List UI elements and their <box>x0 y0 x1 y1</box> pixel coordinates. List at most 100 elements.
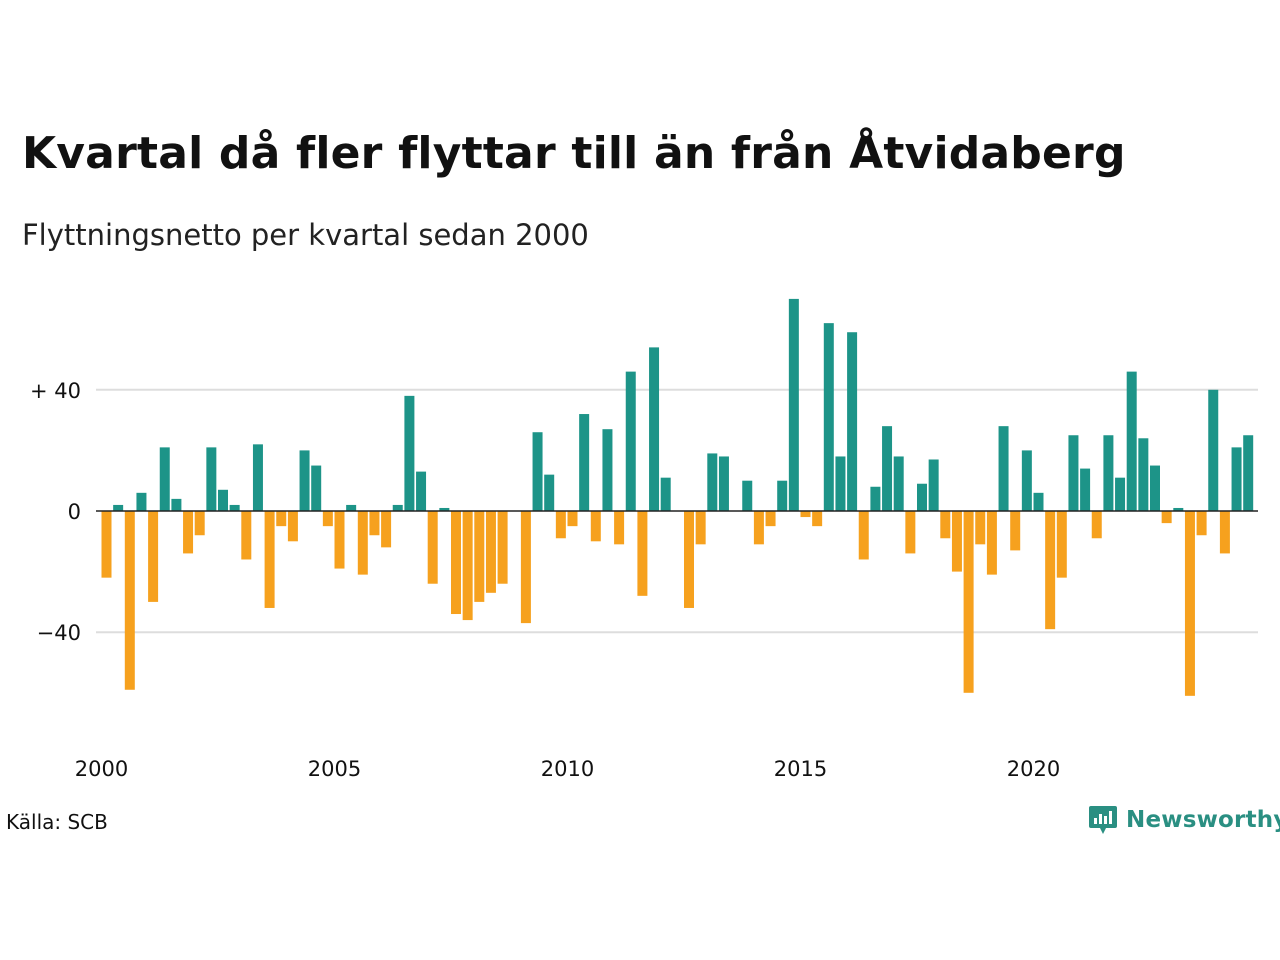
bar-positive: 2016 K1: 59 <box>847 332 858 511</box>
y-tick-label: + 40 <box>30 379 81 403</box>
bar-positive: 2013 K2: 18 <box>718 456 729 511</box>
bar-negative: 2003 K1: -16 <box>241 511 252 560</box>
x-tick-label: 2015 <box>774 757 827 781</box>
bar-negative: 2020 K2: -39 <box>1045 511 1056 630</box>
bar-negative: 2019 K3: -13 <box>1010 511 1021 551</box>
bar-layer: 2000 K1: -222000 K2: 22000 K3: -592000 K… <box>101 298 1254 696</box>
y-tick-label: 0 <box>68 500 81 524</box>
bar-negative: 2000 K1: -22 <box>101 511 112 578</box>
bar-negative: 2024 K1: -14 <box>1219 511 1230 554</box>
grid-layer <box>96 388 1258 634</box>
bar-negative: 2005 K4: -8 <box>369 511 380 536</box>
bar-positive: 2011 K2: 46 <box>625 371 636 511</box>
bar-negative: 2009 K1: -37 <box>520 511 531 624</box>
bar-positive: 2017 K4: 17 <box>928 459 939 511</box>
bar-negative: 2018 K1: -9 <box>940 511 951 539</box>
bar-positive: 2002 K2: 21 <box>206 447 217 511</box>
bar-positive: 2017 K1: 18 <box>893 456 904 511</box>
bar-positive: 2023 K1: 1 <box>1173 507 1184 511</box>
bar-positive: 2013 K1: 19 <box>707 453 718 511</box>
bar-negative: 2015 K2: -5 <box>812 511 823 527</box>
source-note: Källa: SCB <box>6 810 108 834</box>
bar-positive: 2020 K1: 6 <box>1033 492 1044 511</box>
bar-negative: 2010 K1: -5 <box>567 511 578 527</box>
bar-positive: 2002 K3: 7 <box>218 489 228 511</box>
bar-positive: 2019 K2: 28 <box>998 426 1009 511</box>
bar-positive: 2006 K2: 2 <box>392 504 403 511</box>
bar-negative: 2001 K4: -14 <box>183 511 194 554</box>
bar-positive: 2023 K4: 40 <box>1208 389 1219 511</box>
bar-negative: 2004 K1: -10 <box>287 511 298 542</box>
x-tick-label: 2010 <box>541 757 594 781</box>
x-tick-label: 2005 <box>308 757 361 781</box>
bar-positive: 2015 K4: 18 <box>835 456 846 511</box>
bar-positive: 2022 K1: 46 <box>1126 371 1137 511</box>
bar-negative: 2006 K1: -12 <box>381 511 392 548</box>
bar-negative: 2019 K1: -21 <box>986 511 997 575</box>
bar-positive: 2015 K3: 62 <box>823 323 834 511</box>
bar-positive: 2006 K3: 38 <box>404 395 415 511</box>
bar-positive: 2001 K3: 4 <box>171 498 182 511</box>
bar-negative: 2023 K2: -61 <box>1184 511 1195 696</box>
bar-positive: 2016 K3: 8 <box>870 486 881 511</box>
bar-negative: 2020 K3: -22 <box>1056 511 1067 578</box>
bar-negative: 2009 K4: -9 <box>555 511 566 539</box>
bar-negative: 2008 K3: -24 <box>497 511 508 584</box>
bar-negative: 2018 K4: -11 <box>975 511 986 545</box>
bar-positive: 2022 K3: 15 <box>1150 465 1160 511</box>
bar-negative: 2003 K4: -5 <box>276 511 287 527</box>
chart-subtitle: Flyttningsnetto per kvartal sedan 2000 <box>22 218 589 252</box>
bar-negative: 2022 K4: -4 <box>1161 511 1172 524</box>
bar-negative: 2021 K2: -9 <box>1091 511 1102 539</box>
bar-negative: 2015 K1: -2 <box>800 511 811 518</box>
bar-negative: 2005 K3: -21 <box>357 511 368 575</box>
bar-positive: 2024 K2: 21 <box>1231 447 1242 511</box>
bar-negative: 2002 K1: -8 <box>194 511 205 536</box>
bar-negative: 2011 K1: -11 <box>614 511 625 545</box>
bar-negative: 2016 K2: -16 <box>858 511 869 560</box>
bar-positive: 2020 K4: 25 <box>1068 435 1079 511</box>
bar-positive: 2009 K2: 26 <box>532 432 543 511</box>
bar-positive: 2014 K4: 70 <box>788 298 799 511</box>
bar-positive: 2021 K4: 11 <box>1115 477 1126 511</box>
bar-positive: 2022 K2: 24 <box>1138 438 1149 511</box>
bar-positive: 2000 K2: 2 <box>113 504 124 511</box>
bar-negative: 2011 K3: -28 <box>637 511 648 596</box>
bar-positive: 2007 K2: 1 <box>439 507 450 511</box>
bar-positive: 2017 K3: 9 <box>917 483 927 511</box>
bar-positive: 2004 K2: 20 <box>299 450 310 511</box>
bar-positive: 2006 K4: 13 <box>416 471 427 511</box>
bar-negative: 2014 K1: -11 <box>753 511 764 545</box>
brand-logo[interactable]: Newsworthy <box>1088 804 1280 836</box>
bar-positive: 2012 K1: 11 <box>660 477 671 511</box>
bar-negative: 2007 K4: -36 <box>462 511 473 621</box>
bar-positive: 2024 K3: 25 <box>1243 435 1254 511</box>
bar-positive: 2003 K2: 22 <box>252 444 263 511</box>
bar-positive: 2011 K4: 54 <box>649 347 660 511</box>
axis-layer: + 40 0 −40 2000 2005 2010 2015 2020 <box>30 379 1258 781</box>
bar-positive: 2013 K4: 10 <box>742 480 753 511</box>
bar-negative: 2003 K3: -32 <box>264 511 275 608</box>
bar-negative: 2017 K2: -14 <box>905 511 916 554</box>
bar-positive: 2016 K4: 28 <box>882 426 893 511</box>
bar-negative: 2000 K3: -59 <box>124 511 135 690</box>
x-tick-label: 2020 <box>1007 757 1060 781</box>
bar-positive: 2000 K4: 6 <box>136 492 147 511</box>
bar-negative: 2012 K3: -32 <box>684 511 694 608</box>
bar-positive: 2021 K3: 25 <box>1103 435 1114 511</box>
bar-negative: 2018 K3: -60 <box>963 511 974 693</box>
y-tick-label: −40 <box>37 621 81 645</box>
chart-title: Kvartal då fler flyttar till än från Åtv… <box>22 128 1126 179</box>
bar-negative: 2008 K2: -27 <box>485 511 496 593</box>
x-tick-label: 2000 <box>75 757 128 781</box>
bar-negative: 2001 K1: -30 <box>148 511 159 602</box>
bar-positive: 2010 K4: 27 <box>602 429 613 511</box>
bar-negative: 2014 K2: -5 <box>765 511 776 527</box>
bar-positive: 2001 K2: 21 <box>159 447 170 511</box>
bar-negative: 2007 K1: -24 <box>427 511 438 584</box>
bar-negative: 2010 K3: -10 <box>590 511 601 542</box>
bar-negative: 2012 K4: -11 <box>695 511 706 545</box>
brand-name: Newsworthy <box>1126 807 1280 833</box>
bar-positive: 2010 K2: 32 <box>579 414 590 511</box>
bar-positive: 2009 K3: 12 <box>544 474 555 511</box>
